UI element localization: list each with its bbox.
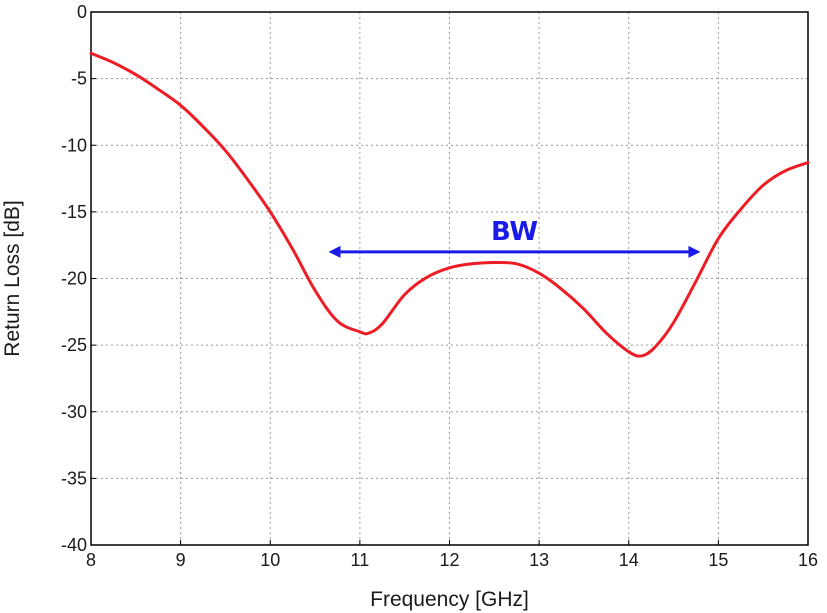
bandwidth-arrow-left-head	[328, 245, 341, 258]
y-tick-label: -15	[61, 202, 87, 222]
grid	[91, 12, 808, 545]
y-tick-label: -10	[61, 135, 87, 155]
x-tick-label: 12	[439, 550, 459, 570]
x-tick-label: 13	[529, 550, 549, 570]
y-tick-label: -20	[61, 269, 87, 289]
bandwidth-label: BW	[491, 217, 538, 247]
series-layer	[89, 51, 810, 358]
y-tick-label: 0	[77, 2, 87, 22]
y-tick-label: -30	[61, 402, 87, 422]
x-tick-label: 14	[619, 550, 639, 570]
bandwidth-arrow-right-head	[688, 245, 701, 258]
x-tick-label: 9	[176, 550, 186, 570]
annotation-layer: BW	[328, 217, 701, 258]
return-loss-line	[89, 51, 810, 358]
y-tick-label: -25	[61, 335, 87, 355]
x-tick-label: 15	[708, 550, 728, 570]
x-tick-label: 10	[260, 550, 280, 570]
y-tick-label: -5	[71, 69, 87, 89]
x-tick-label: 16	[798, 550, 818, 570]
x-tick-label: 11	[351, 550, 370, 570]
y-axis-title: Return Loss [dB]	[1, 200, 24, 356]
x-tick-label: 8	[86, 550, 96, 570]
x-axis: 8 9 10 11 12 13 14 15 16	[86, 540, 818, 570]
y-tick-label: -40	[61, 535, 87, 555]
x-axis-title: Frequency [GHz]	[370, 588, 529, 611]
y-axis: 0 -5 -10 -15 -20 -25 -30 -35 -40	[61, 2, 96, 555]
y-tick-label: -35	[61, 468, 87, 488]
